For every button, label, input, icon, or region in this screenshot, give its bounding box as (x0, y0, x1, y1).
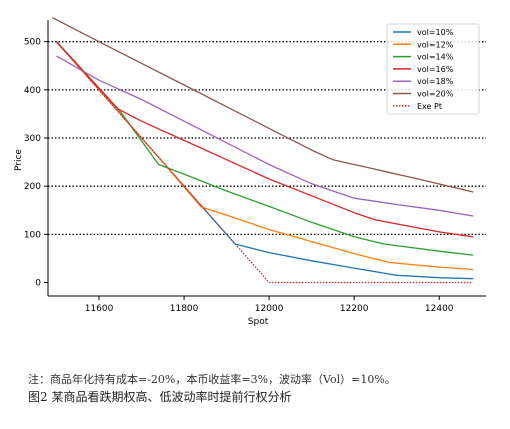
series-lines (52, 17, 474, 284)
y-tick-label: 500 (24, 38, 41, 48)
series-line-vol-20- (52, 17, 474, 193)
y-tick-label: 200 (24, 182, 41, 192)
legend: vol=10% vol=12% vol=14% vol=16% vol=18% vol=2… (386, 23, 480, 115)
x-tick-label: 12400 (425, 304, 454, 314)
figure-caption: 图2 某商品看跌期权高、低波动率时提前行权分析 (28, 390, 292, 404)
legend-label: vol=18% (417, 77, 454, 86)
series-line-vol-18- (56, 55, 474, 217)
series-line-vol-14- (56, 41, 474, 256)
series-line-vol-16- (56, 41, 474, 238)
y-tick-label: 400 (24, 86, 41, 96)
footnote: 注：商品年化持有成本=-20%，本币收益率=3%，波动率（Vol）=10%。 (28, 373, 396, 386)
y-tick-label: 0 (35, 279, 41, 289)
legend-label: vol=16% (417, 65, 454, 74)
x-tick-label: 11600 (85, 304, 114, 314)
y-tick-label: 300 (24, 134, 41, 144)
x-axis-label: Spot (248, 317, 269, 327)
x-tick-label: 11800 (170, 304, 199, 314)
chart: 11600 11800 12000 12200 12400 0 100 200 300 400 5… (14, 17, 486, 327)
x-tick-label: 12200 (340, 304, 369, 314)
legend-label: Exe Pt (417, 102, 442, 111)
legend-label: vol=12% (417, 40, 454, 49)
legend-label: vol=10% (417, 28, 454, 37)
x-ticks: 11600 11800 12000 12200 12400 (85, 296, 454, 314)
y-tick-label: 100 (24, 230, 41, 240)
legend-label: vol=14% (417, 53, 454, 62)
x-tick-label: 12000 (255, 304, 284, 314)
legend-box (386, 23, 480, 115)
series-line-exe-pt (56, 41, 474, 284)
y-ticks: 0 100 200 300 400 500 (24, 38, 48, 289)
y-axis-label: Price (14, 149, 24, 171)
legend-label: vol=20% (417, 90, 454, 99)
